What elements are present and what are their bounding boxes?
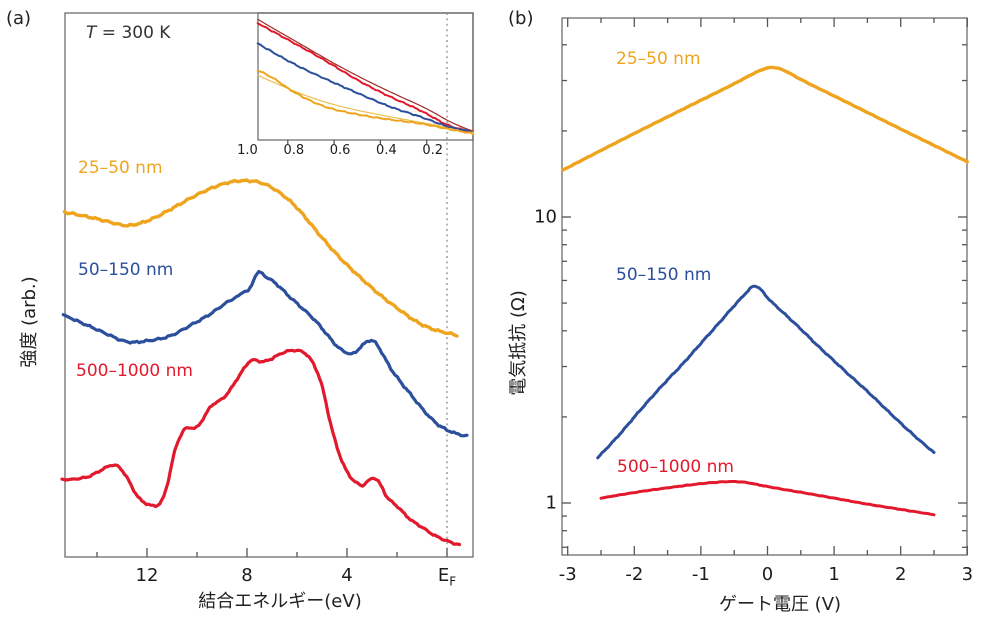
- panel-b-label: (b): [508, 8, 534, 29]
- curve-label-b-25-50nm: 25–50 nm: [616, 49, 701, 69]
- curve-label-a-25-50nm: 25–50 nm: [78, 158, 163, 178]
- inset-x-tick-label: 0.4: [376, 143, 397, 158]
- b-y-tick-label: 10: [534, 206, 557, 228]
- series-curve-panel_a-2: [60, 348, 462, 547]
- series-curve-panel_b-0: [561, 65, 969, 172]
- b-x-tick-label: 2: [894, 564, 907, 585]
- curve-label-b-50-150nm: 50–150 nm: [616, 265, 712, 285]
- a-y-axis-title: 強度 (arb.): [19, 276, 40, 368]
- b-x-tick-label: -3: [558, 564, 577, 585]
- series-curve-panel_a_inset-3: [256, 42, 472, 133]
- series-curve-panel_a_inset-4: [256, 69, 474, 136]
- series-curve-panel_b-1: [596, 284, 936, 460]
- b-x-axis-title: ゲート電圧 (V): [718, 594, 842, 615]
- series-curve-panel_a-0: [62, 178, 459, 338]
- a-x-tick-label: 12: [135, 565, 159, 586]
- temperature-symbol: T: [86, 23, 97, 43]
- temperature-annotation: T = 300 K: [86, 23, 170, 43]
- panel-a-label: (a): [6, 8, 32, 29]
- b-y-tick-label: 1: [545, 492, 557, 514]
- a-x-tick-label: 8: [241, 565, 253, 586]
- b-x-tick-label: -2: [625, 564, 644, 585]
- curve-label-a-50-150nm: 50–150 nm: [78, 260, 174, 280]
- series-curve-panel_a_inset-0: [257, 18, 474, 132]
- ef-label-main: E: [437, 565, 450, 586]
- b-y-axis-title: 電気抵抗 (Ω): [508, 290, 529, 396]
- b-x-tick-label: 0: [761, 564, 774, 585]
- inset-x-tick-label: 1.0: [237, 143, 258, 158]
- inset-x-tick-label: 0.2: [422, 143, 444, 158]
- temperature-value: = 300 K: [96, 23, 171, 43]
- b-x-tick-label: -1: [691, 564, 710, 585]
- ef-axis-label: EF: [438, 565, 456, 589]
- inset-x-tick-label: 0.6: [329, 143, 351, 158]
- b-x-tick-label: 1: [828, 564, 840, 585]
- inset-x-tick-label: 0.8: [283, 143, 305, 158]
- b-x-tick-label: 3: [961, 564, 974, 585]
- series-curve-panel_a_inset-1: [257, 74, 474, 133]
- series-curve-panel_a-1: [61, 269, 469, 438]
- curve-label-a-500-1000nm: 500–1000 nm: [76, 361, 193, 381]
- ef-label-sub: F: [449, 574, 457, 589]
- a-x-axis-title: 結合エネルギー(eV): [198, 591, 362, 612]
- curve-label-b-500-1000nm: 500–1000 nm: [617, 457, 734, 477]
- panel-b-frame: [561, 17, 968, 556]
- panel-a-inset-frame: [257, 12, 474, 141]
- series-curve-panel_b-2: [599, 480, 936, 517]
- series-curve-panel_a_inset-2: [256, 22, 472, 132]
- a-x-tick-label: 4: [341, 565, 353, 586]
